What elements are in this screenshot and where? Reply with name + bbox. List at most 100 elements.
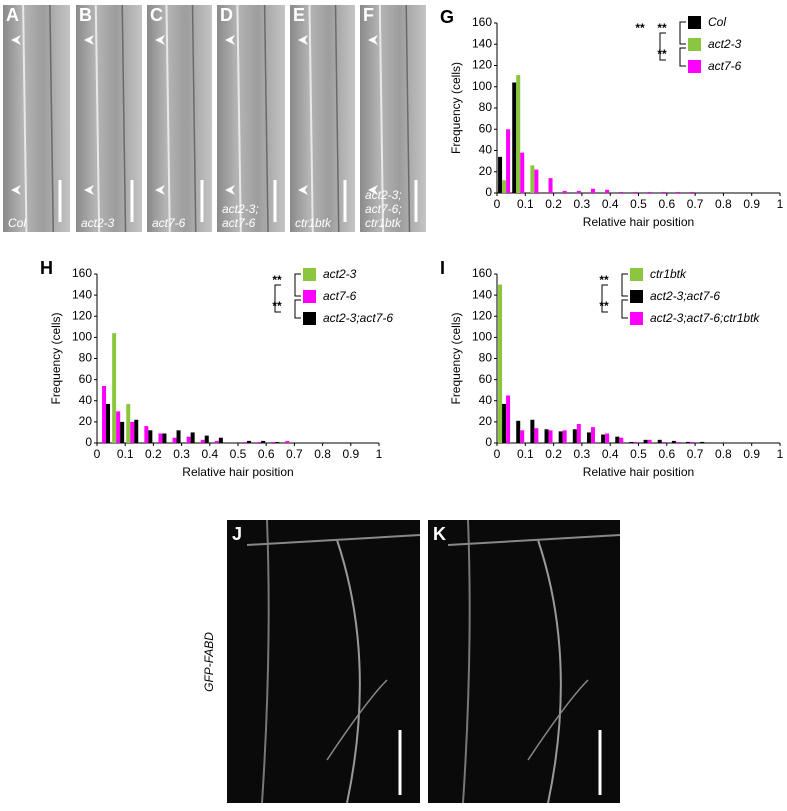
- bar: [619, 191, 624, 193]
- bar: [544, 429, 549, 443]
- x-axis-label: Relative hair position: [182, 465, 293, 479]
- panel-caption: act7-6;: [365, 202, 402, 216]
- y-tick-label: 60: [479, 372, 493, 386]
- y-tick-label: 160: [472, 15, 492, 29]
- y-tick-label: 60: [79, 372, 93, 386]
- arrowhead: [11, 35, 21, 45]
- legend-swatch: [688, 60, 701, 73]
- y-tick-label: 40: [479, 393, 493, 407]
- actin: [326, 679, 388, 761]
- x-tick-label: 0.4: [602, 447, 619, 461]
- x-tick-label: 0.4: [201, 447, 218, 461]
- panel-letter: C: [150, 5, 163, 25]
- bar: [506, 129, 511, 193]
- cell-wall: [378, 4, 385, 233]
- y-tick-label: 100: [72, 330, 92, 344]
- y-tick-label: 120: [472, 308, 492, 322]
- bar: [502, 180, 507, 193]
- panel-letter: H: [40, 258, 53, 278]
- bar: [148, 430, 153, 443]
- y-tick-label: 0: [485, 185, 492, 199]
- bar: [548, 178, 553, 193]
- x-tick-label: 0.3: [173, 447, 190, 461]
- bar: [162, 433, 167, 443]
- bar: [601, 434, 606, 443]
- confocal-image: [227, 520, 420, 803]
- panel-letter: K: [433, 524, 446, 544]
- panel-letter: B: [79, 5, 92, 25]
- panel-caption: act2-3;: [222, 202, 259, 216]
- bar: [690, 441, 695, 443]
- bar: [675, 441, 680, 443]
- x-tick-label: 0.8: [715, 197, 732, 211]
- legend-swatch: [630, 290, 643, 303]
- arrowhead: [155, 35, 165, 45]
- bar: [520, 430, 525, 443]
- bar: [590, 427, 595, 443]
- bar: [633, 191, 638, 193]
- cell-wall: [263, 4, 269, 233]
- bar: [530, 165, 535, 193]
- cell-wall: [49, 4, 54, 233]
- bar: [657, 439, 662, 443]
- bar: [190, 432, 195, 443]
- y-tick-label: 140: [472, 287, 492, 301]
- bar: [498, 284, 503, 443]
- legend-label: act2-3: [708, 37, 742, 51]
- x-axis-label: Relative hair position: [583, 215, 694, 229]
- bar: [506, 395, 511, 443]
- cell-wall: [405, 4, 411, 233]
- panel-caption: act7-6: [222, 216, 256, 230]
- bracket: [621, 299, 628, 319]
- bar: [275, 441, 280, 443]
- actin: [246, 534, 421, 546]
- bar: [562, 430, 567, 443]
- bar: [576, 190, 581, 193]
- bar: [186, 436, 191, 443]
- bar: [605, 433, 610, 443]
- bar: [516, 420, 521, 443]
- actin: [336, 539, 361, 804]
- y-tick-label: 40: [479, 143, 493, 157]
- x-tick-label: 0: [494, 447, 501, 461]
- bar: [647, 191, 652, 193]
- y-tick-label: 80: [479, 351, 493, 365]
- bar: [512, 82, 517, 193]
- x-tick-label: 0.9: [342, 447, 359, 461]
- bar: [176, 430, 181, 443]
- cell-wall: [22, 4, 28, 233]
- bar: [661, 191, 666, 193]
- panel-caption: act2-3;: [365, 188, 402, 202]
- bar: [271, 441, 276, 443]
- panel-letter: E: [293, 5, 305, 25]
- bar: [112, 333, 117, 443]
- bar: [530, 419, 535, 443]
- x-tick-label: 0.5: [630, 197, 647, 211]
- x-tick-label: 0.6: [658, 197, 675, 211]
- x-tick-label: 0.8: [715, 447, 732, 461]
- x-tick-label: 0.2: [145, 447, 162, 461]
- legend-label: Col: [708, 15, 726, 29]
- bar: [257, 441, 262, 443]
- arrowhead: [225, 185, 235, 195]
- legend-swatch: [688, 16, 701, 29]
- bar: [671, 440, 676, 443]
- bar: [661, 441, 666, 443]
- bar: [516, 75, 521, 193]
- significance: **: [599, 299, 609, 313]
- y-tick-label: 0: [485, 435, 492, 449]
- bar: [590, 188, 595, 193]
- x-tick-label: 1: [777, 447, 784, 461]
- significance: **: [657, 21, 667, 35]
- x-tick-label: 0.7: [687, 447, 704, 461]
- y-tick-label: 100: [472, 79, 492, 93]
- bar: [218, 437, 223, 443]
- cell-wall: [165, 4, 171, 233]
- panel-caption: act7-6: [152, 216, 186, 230]
- bar: [120, 421, 125, 443]
- arrowhead: [225, 35, 235, 45]
- cell-wall: [308, 4, 314, 233]
- bracket: [679, 21, 686, 45]
- y-tick-label: 20: [479, 164, 493, 178]
